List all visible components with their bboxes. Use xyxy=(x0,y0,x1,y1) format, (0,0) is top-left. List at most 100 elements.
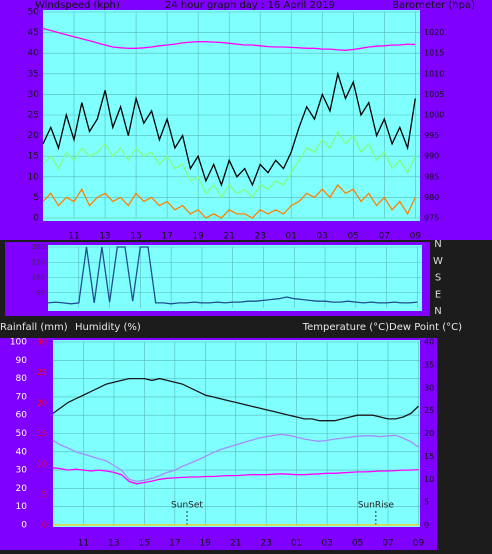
y-tick-label: 90 xyxy=(36,289,45,297)
x-tick-label: 03 xyxy=(317,232,328,242)
y-tick-label: 20 xyxy=(16,484,28,494)
humidity-label: Humidity (%) xyxy=(75,322,141,333)
series-line xyxy=(42,130,416,199)
barometer-label: Barometer (hpa) xyxy=(392,0,475,11)
y-tick-label: 360 xyxy=(32,243,45,251)
y2-tick-label: 20 xyxy=(424,429,434,438)
y-tick-label: 50 xyxy=(28,8,40,18)
series-line xyxy=(42,71,416,187)
x-tick-label: 15 xyxy=(139,539,150,549)
y2-tick-label: 985 xyxy=(424,172,439,181)
y3-tick-label: 10 xyxy=(37,460,47,469)
x-tick-label: 21 xyxy=(230,539,241,549)
y-tick-label: 60 xyxy=(16,411,28,421)
y2-tick-label: 975 xyxy=(424,214,439,223)
x-tick-label: 09 xyxy=(413,539,425,549)
y2-tick-label: 1000 xyxy=(424,111,444,120)
y-tick-label: 50 xyxy=(16,429,28,439)
x-tick-label: 17 xyxy=(169,539,180,549)
y-tick-label: 180 xyxy=(32,274,45,282)
y2-tick-label: 990 xyxy=(424,152,439,161)
x-tick-label: 11 xyxy=(68,232,79,242)
y-tick-label: 100 xyxy=(10,338,27,348)
y2-tick-label: 40 xyxy=(424,338,434,347)
y2-tick-label: 5 xyxy=(424,498,429,507)
y-tick-label: 30 xyxy=(28,90,40,100)
y2-tick-label: 0 xyxy=(424,521,429,530)
x-tick-label: 01 xyxy=(291,539,302,549)
temperature-label: Temperature (°C)Dew Point (°C) xyxy=(302,322,462,333)
direction-label: S xyxy=(435,273,441,284)
direction-label: W xyxy=(433,256,443,267)
y-tick-label: 20 xyxy=(28,131,40,141)
y2-tick-label: 35 xyxy=(424,360,434,369)
y3-tick-label: 20 xyxy=(37,399,47,408)
annotation-label: SunSet xyxy=(171,501,203,511)
x-tick-label: 23 xyxy=(254,232,265,242)
y-tick-label: 90 xyxy=(16,356,28,366)
windspeed-label: Windspeed (kph) xyxy=(35,0,120,11)
y-tick-label: 40 xyxy=(16,447,28,457)
y3-tick-label: 30 xyxy=(37,338,47,347)
x-tick-label: 15 xyxy=(130,232,141,242)
plot-area xyxy=(48,245,422,311)
y2-tick-label: 1015 xyxy=(424,49,444,58)
y-tick-label: 25 xyxy=(28,111,39,121)
direction-label: E xyxy=(435,289,441,300)
y-tick-label: 30 xyxy=(16,466,28,476)
y-tick-label: 15 xyxy=(28,152,39,162)
y-tick-label: 10 xyxy=(16,502,28,512)
series-line xyxy=(52,467,419,485)
y2-tick-label: 30 xyxy=(424,383,434,392)
x-tick-label: 11 xyxy=(78,539,89,549)
x-tick-label: 23 xyxy=(260,539,271,549)
chart-title: 24 hour graph day : 16 April 2019 xyxy=(165,0,335,11)
y-tick-label: 40 xyxy=(28,49,40,59)
series-line xyxy=(47,246,418,305)
x-tick-label: 17 xyxy=(161,232,172,242)
x-tick-label: 09 xyxy=(410,232,422,242)
y3-tick-label: 5 xyxy=(42,490,47,499)
y-tick-label: 270 xyxy=(32,258,45,266)
x-tick-label: 13 xyxy=(99,232,110,242)
x-tick-label: 03 xyxy=(321,539,332,549)
y-tick-label: 0 xyxy=(33,214,39,224)
y3-tick-label: 0 xyxy=(42,521,47,530)
direction-label: N xyxy=(434,239,441,250)
plot-area xyxy=(43,10,420,221)
series-line xyxy=(42,27,416,51)
x-tick-label: 01 xyxy=(286,232,297,242)
y2-tick-label: 980 xyxy=(424,193,439,202)
series-line xyxy=(52,377,419,422)
y2-tick-label: 15 xyxy=(424,452,434,461)
x-tick-label: 13 xyxy=(108,539,119,549)
y-tick-label: 35 xyxy=(28,69,39,79)
y3-tick-label: 25 xyxy=(37,368,47,377)
x-tick-label: 07 xyxy=(382,539,393,549)
y3-tick-label: 15 xyxy=(37,429,47,438)
y-tick-label: 80 xyxy=(16,374,28,384)
direction-label: N xyxy=(434,306,441,317)
annotation-label: SunRise xyxy=(358,501,395,511)
y2-tick-label: 1020 xyxy=(424,28,444,37)
series-line xyxy=(52,433,419,483)
y-tick-label: 70 xyxy=(16,392,28,402)
y-tick-label: 45 xyxy=(28,28,39,38)
y-tick-label: 0 xyxy=(21,521,27,531)
x-tick-label: 19 xyxy=(200,539,212,549)
x-tick-label: 05 xyxy=(352,539,363,549)
y2-tick-label: 1005 xyxy=(424,90,444,99)
rainfall-label: Rainfall (mm) xyxy=(0,322,68,333)
y2-tick-label: 25 xyxy=(424,406,434,415)
y2-tick-label: 10 xyxy=(424,475,434,484)
x-tick-label: 07 xyxy=(379,232,390,242)
x-tick-label: 19 xyxy=(192,232,204,242)
y-tick-label: 10 xyxy=(28,172,40,182)
x-tick-label: 05 xyxy=(348,232,359,242)
y2-tick-label: 995 xyxy=(424,131,439,140)
series-line xyxy=(42,183,416,219)
x-tick-label: 21 xyxy=(223,232,234,242)
y2-tick-label: 1010 xyxy=(424,69,444,78)
y-tick-label: 5 xyxy=(33,193,39,203)
